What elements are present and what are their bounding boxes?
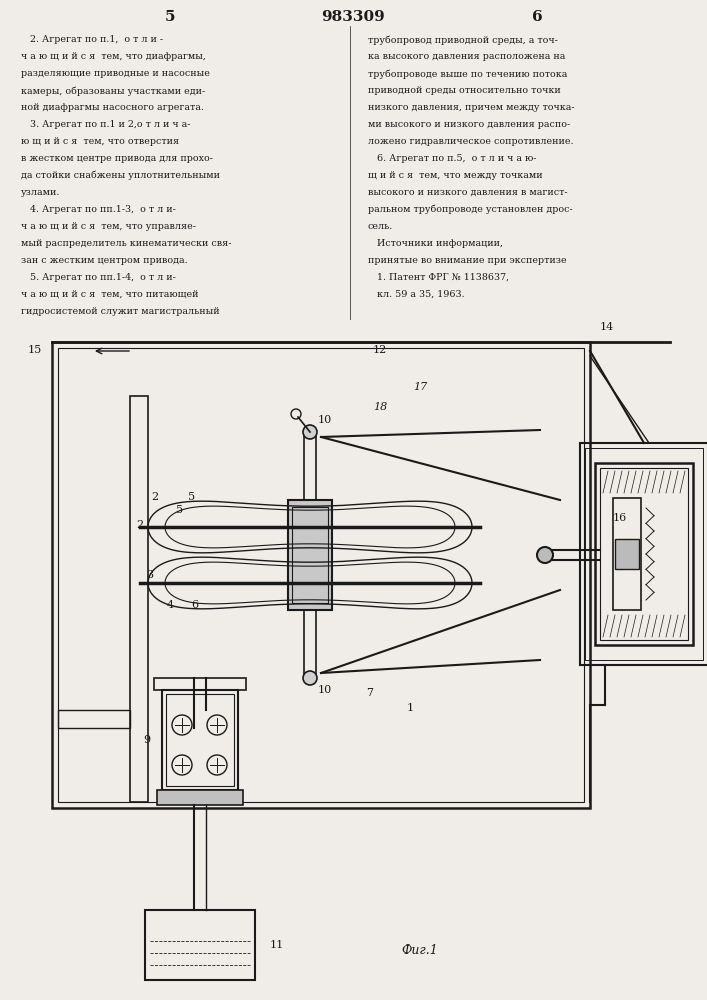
- Text: 5: 5: [189, 492, 196, 502]
- Text: ложено гидравлическое сопротивление.: ложено гидравлическое сопротивление.: [368, 137, 573, 146]
- Text: сель.: сель.: [368, 222, 393, 231]
- Text: 5. Агрегат по пп.1-4,  о т л и-: 5. Агрегат по пп.1-4, о т л и-: [21, 273, 176, 282]
- Bar: [288, 500, 332, 610]
- Text: узлами.: узлами.: [21, 188, 61, 197]
- Text: Источники информации,: Источники информации,: [368, 239, 503, 248]
- Bar: [58, 348, 584, 802]
- Text: 3. Агрегат по п.1 и 2,о т л и ч а-: 3. Агрегат по п.1 и 2,о т л и ч а-: [21, 120, 191, 129]
- Text: щ и й с я  тем, что между точками: щ и й с я тем, что между точками: [368, 171, 542, 180]
- Text: 10: 10: [318, 415, 332, 425]
- Bar: [292, 507, 328, 603]
- Bar: [145, 910, 255, 980]
- Text: 2: 2: [136, 520, 144, 530]
- Bar: [166, 694, 234, 786]
- Text: ч а ю щ и й с я  тем, что управляе-: ч а ю щ и й с я тем, что управляе-: [21, 222, 197, 231]
- Text: 7: 7: [366, 688, 373, 698]
- Text: низкого давления, причем между точка-: низкого давления, причем между точка-: [368, 103, 574, 112]
- Circle shape: [303, 671, 317, 685]
- Bar: [162, 690, 238, 790]
- Text: 10: 10: [318, 685, 332, 695]
- Text: ю щ и й с я  тем, что отверстия: ю щ и й с я тем, что отверстия: [21, 137, 180, 146]
- Text: ка высокого давления расположена на: ка высокого давления расположена на: [368, 52, 565, 61]
- Text: высокого и низкого давления в магист-: высокого и низкого давления в магист-: [368, 188, 567, 197]
- Text: зан с жестким центром привода.: зан с жестким центром привода.: [21, 256, 188, 265]
- Text: трубопровод приводной среды, а точ-: трубопровод приводной среды, а точ-: [368, 35, 558, 45]
- Circle shape: [303, 425, 317, 439]
- Text: 15: 15: [28, 345, 42, 355]
- Bar: [600, 468, 688, 640]
- Circle shape: [537, 547, 553, 563]
- Bar: [615, 539, 639, 569]
- Text: 12: 12: [373, 345, 387, 355]
- Text: 5: 5: [177, 505, 184, 515]
- Bar: [585, 448, 703, 660]
- Text: мый распределитель кинематически свя-: мый распределитель кинематически свя-: [21, 239, 232, 248]
- Text: 14: 14: [600, 322, 614, 332]
- Text: 2. Агрегат по п.1,  о т л и -: 2. Агрегат по п.1, о т л и -: [21, 35, 163, 44]
- Text: да стойки снабжены уплотнительными: да стойки снабжены уплотнительными: [21, 171, 220, 180]
- Bar: [58, 710, 130, 728]
- Bar: [130, 396, 148, 802]
- Text: гидросистемой служит магистральный: гидросистемой служит магистральный: [21, 307, 220, 316]
- Text: ч а ю щ и й с я  тем, что питающей: ч а ю щ и й с я тем, что питающей: [21, 290, 199, 299]
- Text: 2: 2: [151, 492, 158, 502]
- Text: разделяющие приводные и насосные: разделяющие приводные и насосные: [21, 69, 210, 78]
- Text: 5: 5: [165, 10, 175, 24]
- Text: камеры, образованы участками еди-: камеры, образованы участками еди-: [21, 86, 206, 96]
- Text: приводной среды относительно точки: приводной среды относительно точки: [368, 86, 561, 95]
- Text: 6. Агрегат по п.5,  о т л и ч а ю-: 6. Агрегат по п.5, о т л и ч а ю-: [368, 154, 536, 163]
- Text: ч а ю щ и й с я  тем, что диафрагмы,: ч а ю щ и й с я тем, что диафрагмы,: [21, 52, 206, 61]
- Text: ми высокого и низкого давления распо-: ми высокого и низкого давления распо-: [368, 120, 570, 129]
- Text: кл. 59 а 35, 1963.: кл. 59 а 35, 1963.: [368, 290, 464, 299]
- Text: 9: 9: [143, 735, 150, 745]
- Text: 4. Агрегат по пп.1-3,  о т л и-: 4. Агрегат по пп.1-3, о т л и-: [21, 205, 176, 214]
- Bar: [595, 463, 693, 645]
- Bar: [304, 432, 316, 678]
- Text: трубопроводе выше по течению потока: трубопроводе выше по течению потока: [368, 69, 567, 79]
- Text: 16: 16: [613, 513, 627, 523]
- Text: Фиг.1: Фиг.1: [402, 944, 438, 956]
- Bar: [52, 342, 590, 808]
- Text: 1: 1: [407, 703, 414, 713]
- Text: 11: 11: [270, 940, 284, 950]
- Text: 17: 17: [413, 382, 427, 392]
- Text: 6: 6: [532, 10, 543, 24]
- Text: ральном трубопроводе установлен дрос-: ральном трубопроводе установлен дрос-: [368, 205, 573, 214]
- Circle shape: [292, 537, 328, 573]
- Text: 983309: 983309: [322, 10, 385, 24]
- Text: 18: 18: [373, 402, 387, 412]
- Text: ной диафрагмы насосного агрегата.: ной диафрагмы насосного агрегата.: [21, 103, 204, 112]
- Text: 3: 3: [146, 570, 153, 580]
- Bar: [580, 443, 707, 665]
- Text: 6: 6: [192, 600, 199, 610]
- Text: принятые во внимание при экспертизе: принятые во внимание при экспертизе: [368, 256, 566, 265]
- Text: 1. Патент ФРГ № 1138637,: 1. Патент ФРГ № 1138637,: [368, 273, 509, 282]
- Text: 4: 4: [166, 600, 173, 610]
- Bar: [157, 790, 243, 805]
- Text: в жестком центре привода для прохо-: в жестком центре привода для прохо-: [21, 154, 214, 163]
- Bar: [154, 678, 246, 690]
- Bar: [613, 498, 641, 610]
